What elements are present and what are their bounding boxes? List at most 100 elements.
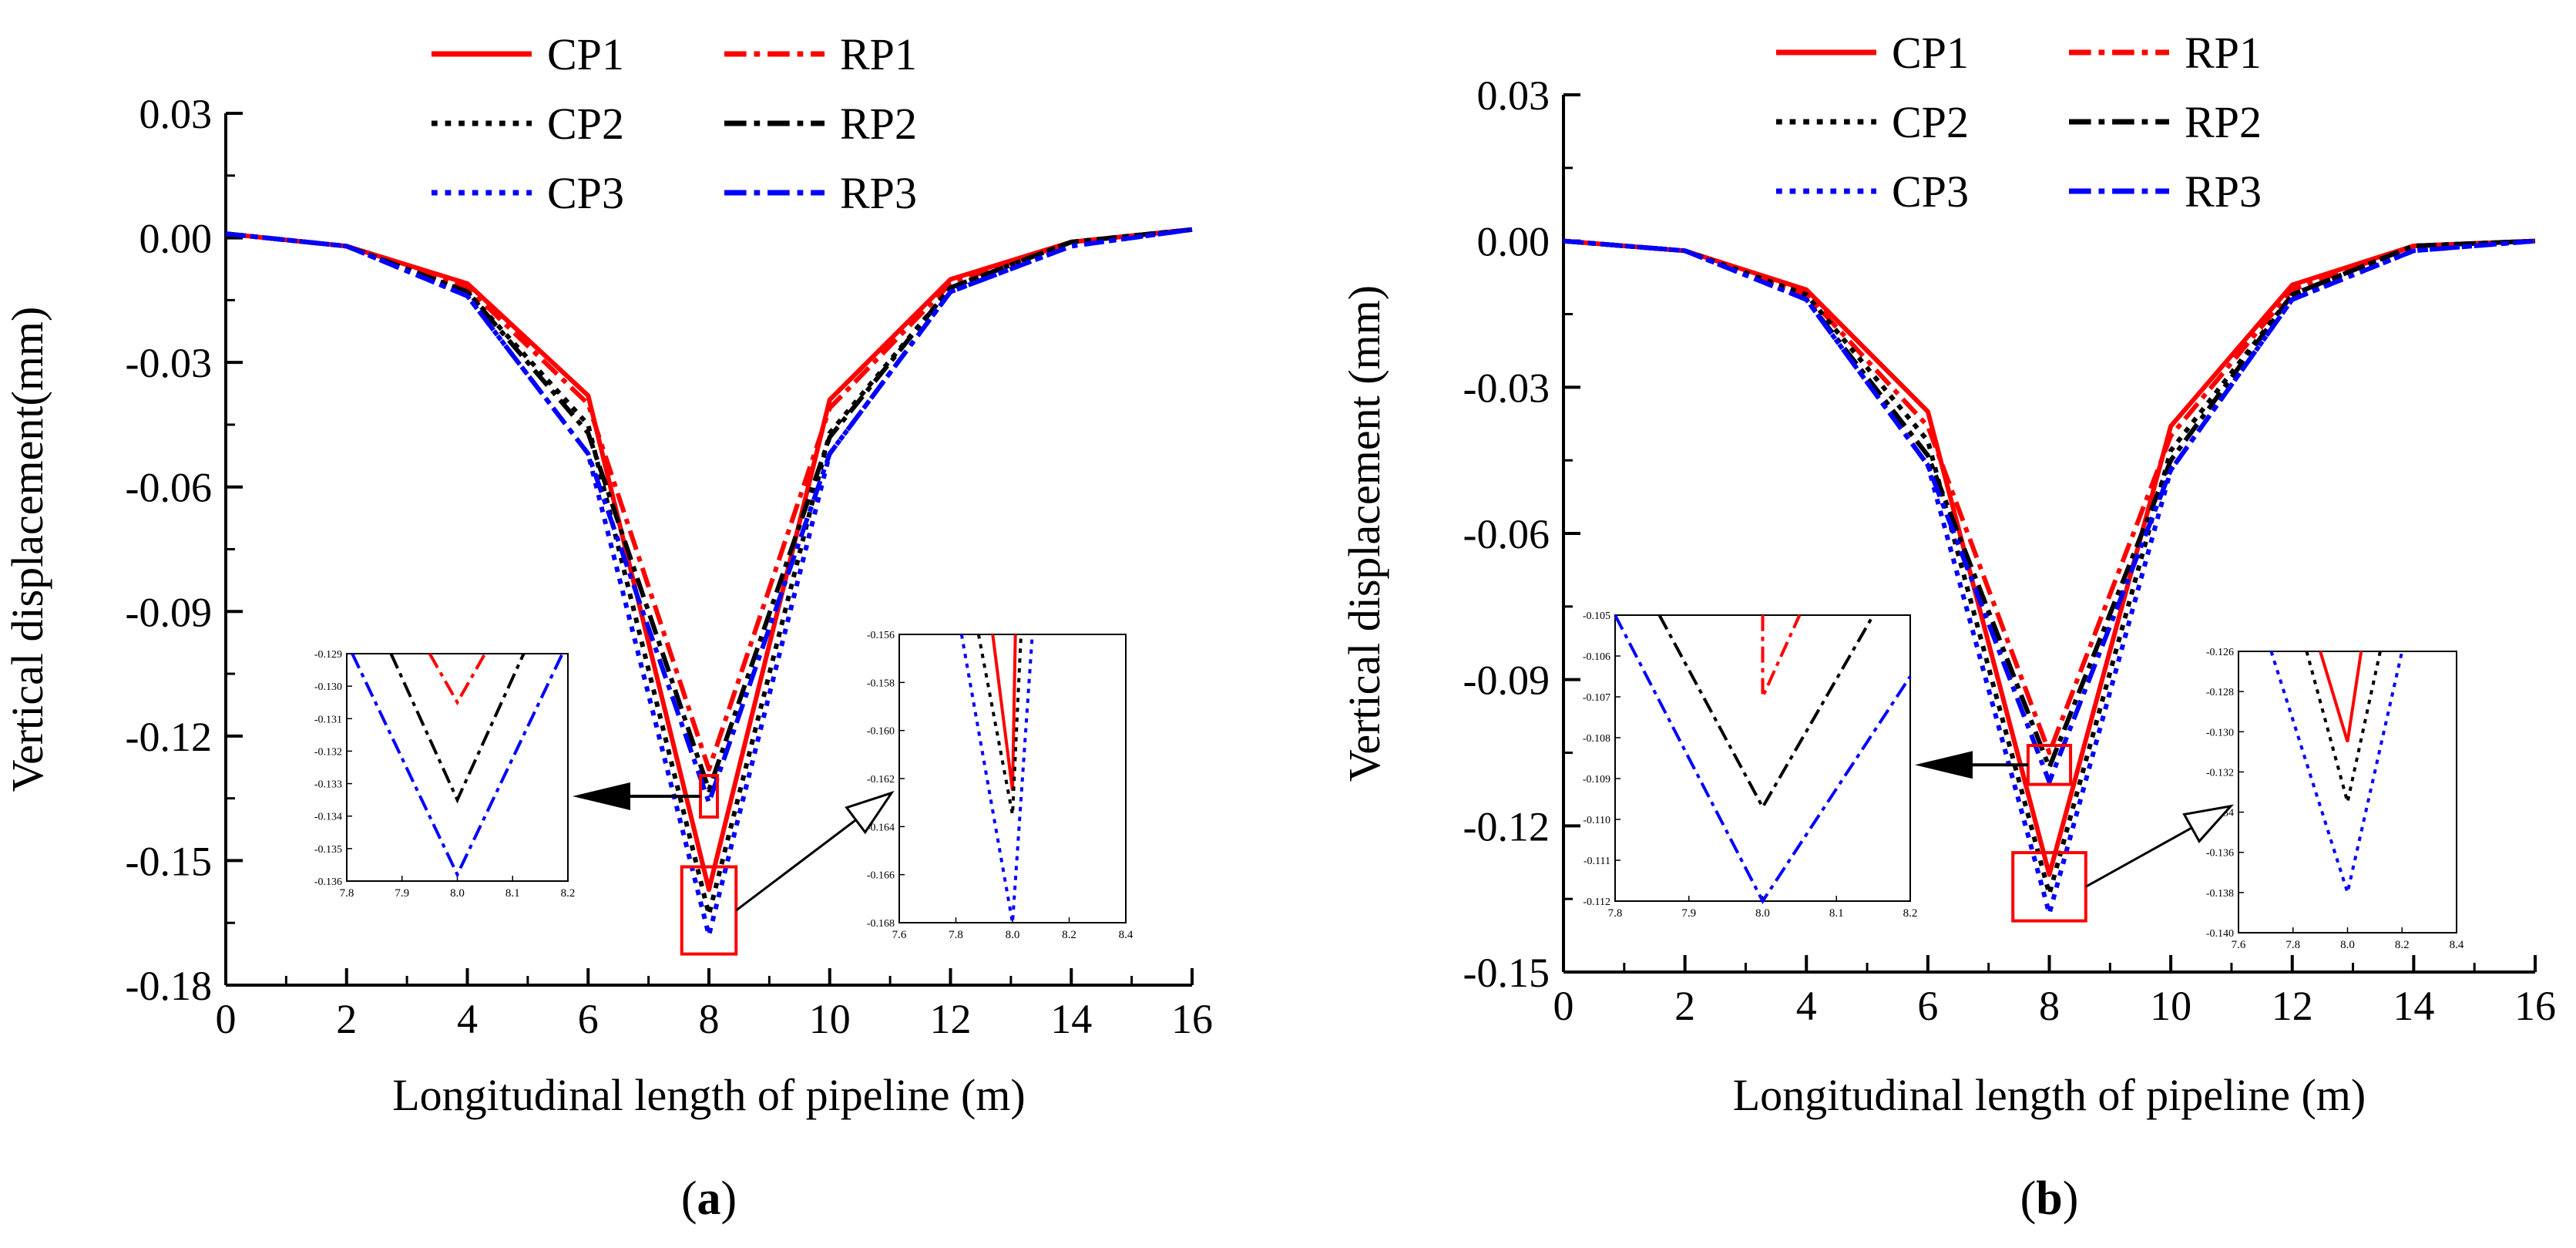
inset-y-tick-label: -0.106 <box>1583 651 1610 663</box>
x-tick-label: 12 <box>930 996 972 1042</box>
x-tick-label: 14 <box>1050 996 1092 1042</box>
zoom-arrow-head <box>573 782 630 810</box>
inset-lower-left: 7.8 7.9 8.0 8.1 8.2 -0.129 -0.130 -0.131 -0.132 -… <box>314 649 701 900</box>
y-tick-label: -0.09 <box>1463 658 1550 704</box>
inset-x-tick-label: 7.8 <box>1608 907 1623 920</box>
legend-label-RP2: RP2 <box>840 99 917 149</box>
y-tick-label: -0.06 <box>1463 511 1550 557</box>
inset-series-RP2 <box>389 653 526 804</box>
inset-x-tick-label: 7.9 <box>395 887 409 900</box>
x-tick-label: 2 <box>1674 983 1695 1029</box>
y-tick-label: -0.03 <box>1463 365 1550 411</box>
inset-y-tick-label: -0.128 <box>2206 687 2234 698</box>
inset-frame <box>346 653 569 882</box>
zoom-arrow-head <box>1915 751 1973 779</box>
y-tick-label: 0.00 <box>139 216 213 262</box>
inset-y-tick-label: -0.140 <box>2206 928 2234 940</box>
y-axis-title: Vertical displacement (mm) <box>1339 285 1389 782</box>
zoom-arrow-head <box>2182 804 2235 843</box>
inset-y-tick-label: -0.138 <box>2206 888 2234 900</box>
inset-y-tick-label: -0.164 <box>867 822 895 833</box>
inset-y-tick-label: -0.136 <box>2206 848 2234 859</box>
inset-x-tick-label: 8.4 <box>1119 929 1134 941</box>
inset-y-tick-label: -0.108 <box>1583 733 1610 745</box>
y-tick-label: -0.12 <box>126 714 212 760</box>
x-tick-label: 14 <box>2393 983 2434 1029</box>
inset-y-tick-label: -0.129 <box>314 649 342 661</box>
x-tick-label: 16 <box>1171 996 1213 1042</box>
legend-label-RP3: RP3 <box>840 168 917 218</box>
y-tick-label: -0.18 <box>126 963 212 1009</box>
inset-series-CP1 <box>2319 651 2363 742</box>
inset-lower-right: 7.6 7.8 8.0 8.2 8.4 -0.126 -0.128 -0.130 -0.132 -… <box>2085 647 2464 951</box>
inset-x-tick-label: 8.2 <box>561 887 576 900</box>
x-tick-label: 10 <box>809 996 851 1042</box>
inset-lower-right: 7.6 7.8 8.0 8.2 8.4 -0.156 -0.158 -0.160 -0.162 -… <box>735 630 1134 941</box>
y-tick-label: -0.03 <box>126 340 212 386</box>
x-tick-label: 4 <box>1796 983 1817 1029</box>
panel-a: 0 2 4 6 8 10 12 14 16 0.03 0.00 -0.03 -0.06 -0.09 -0.1… <box>2 29 1213 1225</box>
inset-x-tick-label: 7.6 <box>892 929 907 941</box>
x-tick-label: 12 <box>2272 983 2313 1029</box>
panel-label-letter: b <box>2036 1172 2062 1225</box>
legend-label-CP3: CP3 <box>1892 167 1969 217</box>
inset-x-tick-label: 7.8 <box>949 929 963 941</box>
inset-y-tick-label: -0.136 <box>314 876 342 888</box>
inset-frame <box>1614 614 1911 902</box>
x-tick-label: 16 <box>2514 983 2556 1029</box>
legend-label-CP3: CP3 <box>547 168 624 218</box>
inset-frame <box>2238 651 2457 933</box>
zoom-highlight-box <box>2011 851 2087 923</box>
x-tick-label: 0 <box>1553 983 1574 1029</box>
inset-y-tick-label: -0.130 <box>314 681 342 693</box>
inset-y-tick-label: -0.156 <box>867 630 895 641</box>
y-tick-label: -0.06 <box>126 465 212 511</box>
y-axis-title: Vertical displacement(mm) <box>2 307 52 792</box>
inset-series-CP2 <box>976 634 1023 816</box>
inset-y-tick-label: -0.105 <box>1583 611 1610 622</box>
inset-y-tick-label: -0.135 <box>314 844 342 856</box>
inset-y-tick-label: -0.112 <box>1583 896 1610 908</box>
inset-x-tick-label: 7.6 <box>2232 939 2246 951</box>
inset-x-tick-label: 8.2 <box>2395 939 2410 951</box>
inset-series-RP1 <box>1761 614 1802 698</box>
legend: CP1 RP1 CP2 RP2 CP3 RP3 <box>1776 28 2262 217</box>
panel-label-letter: a <box>697 1172 721 1225</box>
x-tick-label: 6 <box>578 996 599 1042</box>
y-tick-label: -0.12 <box>1463 803 1550 849</box>
legend-label-CP2: CP2 <box>547 99 624 149</box>
inset-x-tick-label: 8.0 <box>450 887 465 900</box>
inset-y-tick-label: -0.162 <box>867 774 895 785</box>
inset-y-tick-label: -0.107 <box>1583 692 1610 704</box>
inset-y-tick-label: -0.109 <box>1583 774 1610 785</box>
legend-label-RP1: RP1 <box>2185 28 2262 78</box>
legend-label-CP1: CP1 <box>1892 28 1969 78</box>
x-tick-label: 2 <box>336 996 357 1042</box>
inset-x-tick-label: 7.8 <box>2285 939 2300 951</box>
y-tick-label: -0.09 <box>126 589 212 635</box>
inset-x-tick-label: 8.4 <box>2450 939 2464 951</box>
inset-series-CP3 <box>2269 651 2404 899</box>
x-axis-title: Longitudinal length of pipeline (m) <box>392 1070 1026 1120</box>
inset-y-tick-label: -0.168 <box>867 918 895 930</box>
series-line-RP3 <box>225 227 1193 806</box>
inset-series-CP2 <box>2305 651 2382 803</box>
panel-b: 0 2 4 6 8 10 12 14 16 0.03 0.00 -0.03 -0.06 -0.09 -0.1… <box>1339 28 2556 1225</box>
inset-y-tick-label: -0.132 <box>314 746 342 758</box>
x-tick-label: 8 <box>699 996 720 1042</box>
inset-x-tick-label: 8.1 <box>505 887 520 900</box>
x-axis-title: Longitudinal length of pipeline (m) <box>1733 1070 2366 1120</box>
legend-label-CP1: CP1 <box>547 29 624 79</box>
y-tick-label: -0.15 <box>1463 950 1550 996</box>
inset-y-tick-label: -0.111 <box>1584 856 1610 867</box>
inset-y-tick-label: -0.134 <box>314 812 342 823</box>
inset-y-tick-label: -0.126 <box>2206 647 2234 658</box>
legend-label-RP2: RP2 <box>2185 97 2262 147</box>
y-tick-label: 0.03 <box>1477 72 1550 119</box>
inset-series-RP2 <box>1657 614 1875 811</box>
inset-series-RP1 <box>428 653 487 706</box>
panel-label: (b) <box>2020 1172 2079 1225</box>
zoom-highlight-box <box>680 865 738 956</box>
y-tick-label: 0.00 <box>1477 219 1550 265</box>
